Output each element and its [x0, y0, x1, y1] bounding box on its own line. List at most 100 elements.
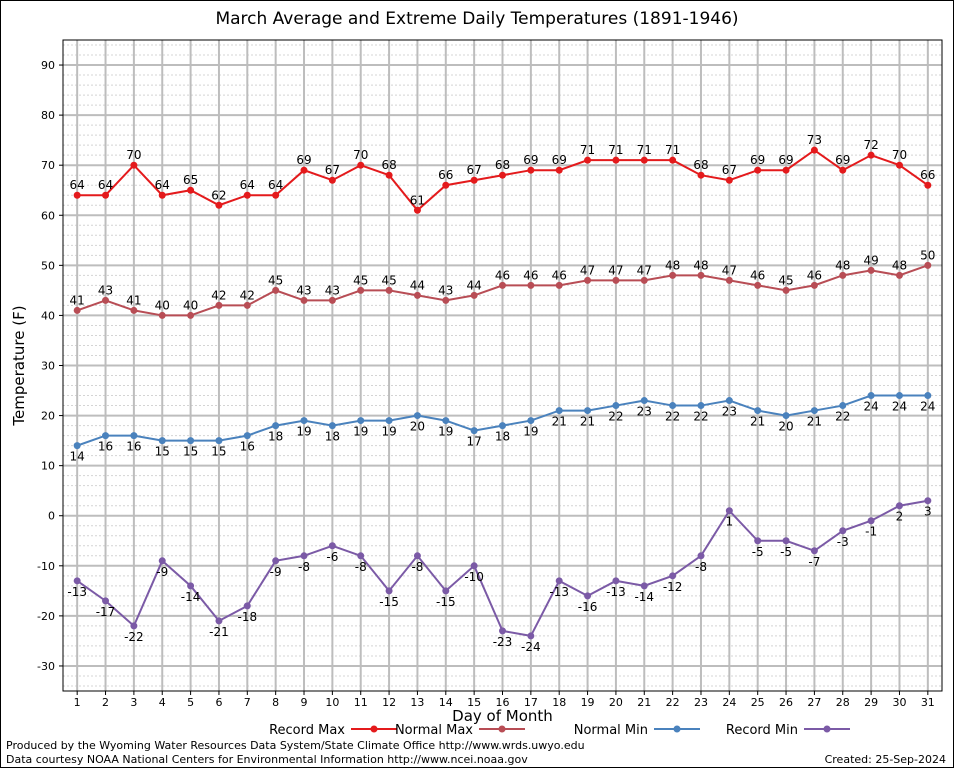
data-label: 16 [126, 440, 141, 454]
data-point [924, 392, 932, 400]
x-tick-label: 6 [215, 696, 222, 709]
data-label: 47 [637, 263, 652, 277]
data-point [555, 577, 563, 585]
data-point [243, 432, 251, 440]
data-label: 46 [807, 268, 822, 282]
data-label: -12 [663, 580, 683, 594]
series-normal-min: 14 16 16 15 15 15 16 18 19 18 19 19 20 19 17 18 19 21 21 22… [70, 392, 935, 464]
legend-label: Record Min [726, 723, 798, 738]
data-label: 19 [353, 425, 368, 439]
data-label: -10 [464, 570, 484, 584]
data-point [413, 206, 421, 214]
data-label: 62 [211, 188, 226, 202]
data-label: 43 [98, 283, 113, 297]
data-label: -21 [209, 625, 229, 639]
data-label: 64 [268, 178, 283, 192]
y-tick-label: 20 [41, 410, 55, 423]
data-point [555, 166, 563, 174]
data-label: 22 [665, 410, 680, 424]
data-point [839, 402, 847, 410]
data-point [810, 281, 818, 289]
x-tick-label: 29 [864, 696, 878, 709]
data-point [73, 577, 81, 585]
data-label: 46 [552, 268, 567, 282]
data-label: 22 [608, 410, 623, 424]
data-point [470, 291, 478, 299]
data-point [470, 562, 478, 570]
data-point [187, 582, 195, 590]
data-label: 67 [467, 163, 482, 177]
data-point [385, 171, 393, 179]
x-tick-label: 4 [159, 696, 166, 709]
data-point [555, 407, 563, 415]
data-label: -24 [521, 640, 541, 654]
data-label: 45 [353, 273, 368, 287]
data-point [470, 427, 478, 435]
data-point [442, 181, 450, 189]
x-tick-label: 8 [272, 696, 279, 709]
data-label: -8 [355, 560, 367, 574]
data-label: -5 [780, 545, 792, 559]
data-label: 50 [920, 248, 935, 262]
data-point [357, 552, 365, 560]
data-point [413, 412, 421, 420]
data-label: 17 [467, 435, 482, 449]
data-label: 73 [807, 133, 822, 147]
y-axis-label: Temperature (F) [10, 305, 28, 426]
data-label: 16 [240, 440, 255, 454]
data-point [73, 191, 81, 199]
data-label: 19 [523, 425, 538, 439]
data-label: -13 [549, 585, 569, 599]
data-point [243, 602, 251, 610]
data-label: 68 [495, 158, 510, 172]
data-point [669, 402, 677, 410]
data-label: 43 [296, 283, 311, 297]
y-tick-label: 80 [41, 109, 55, 122]
data-label: -1 [865, 525, 877, 539]
y-tick-label: 70 [41, 159, 55, 172]
data-label: 41 [126, 293, 141, 307]
data-label: 45 [268, 273, 283, 287]
data-label: -9 [156, 565, 168, 579]
data-point [187, 311, 195, 319]
y-tick-label: 0 [48, 510, 55, 523]
data-label: 43 [438, 283, 453, 297]
data-label: 44 [410, 278, 425, 292]
data-point [924, 497, 932, 505]
y-tick-label: 90 [41, 59, 55, 72]
data-label: 42 [240, 288, 255, 302]
data-label: 71 [608, 143, 623, 157]
series-record-min: -13-17-22-9-14-21-18-9 -8-6-8-15-8-15-10-… [67, 497, 932, 654]
data-point [612, 402, 620, 410]
series-group: 64 64 70 64 65 62 64 64 69 67 70 68 61 66 67 68 69 69 71 71… [67, 133, 935, 654]
data-label: 72 [863, 138, 878, 152]
x-tick-label: 18 [552, 696, 566, 709]
data-point [867, 151, 875, 159]
legend-swatch-marker [823, 725, 831, 733]
data-label: 64 [70, 178, 85, 192]
data-label: 66 [920, 168, 935, 182]
data-label: 45 [381, 273, 396, 287]
data-point [697, 171, 705, 179]
data-point [300, 166, 308, 174]
data-label: -15 [436, 595, 456, 609]
x-tick-label: 22 [666, 696, 680, 709]
y-tick-label: -20 [37, 610, 55, 623]
data-label: 47 [608, 263, 623, 277]
data-label: -18 [238, 610, 258, 624]
data-point [130, 432, 138, 440]
data-point [640, 397, 648, 405]
data-label: -7 [808, 555, 820, 569]
data-label: 22 [693, 410, 708, 424]
x-tick-label: 15 [467, 696, 481, 709]
data-label: 3 [924, 505, 932, 519]
data-point [640, 276, 648, 284]
legend-item: Record Min [726, 723, 850, 738]
x-tick-label: 7 [244, 696, 251, 709]
legend-swatch-marker [498, 725, 506, 733]
data-label: 24 [863, 400, 878, 414]
data-label: 21 [807, 415, 822, 429]
data-point [725, 507, 733, 515]
x-axis-ticks: 1 2 3 4 5 6 7 8 9 10 11 12 13 14 15 16 17 18 19 20 21 22 23 24 2… [74, 691, 935, 709]
data-point [130, 161, 138, 169]
